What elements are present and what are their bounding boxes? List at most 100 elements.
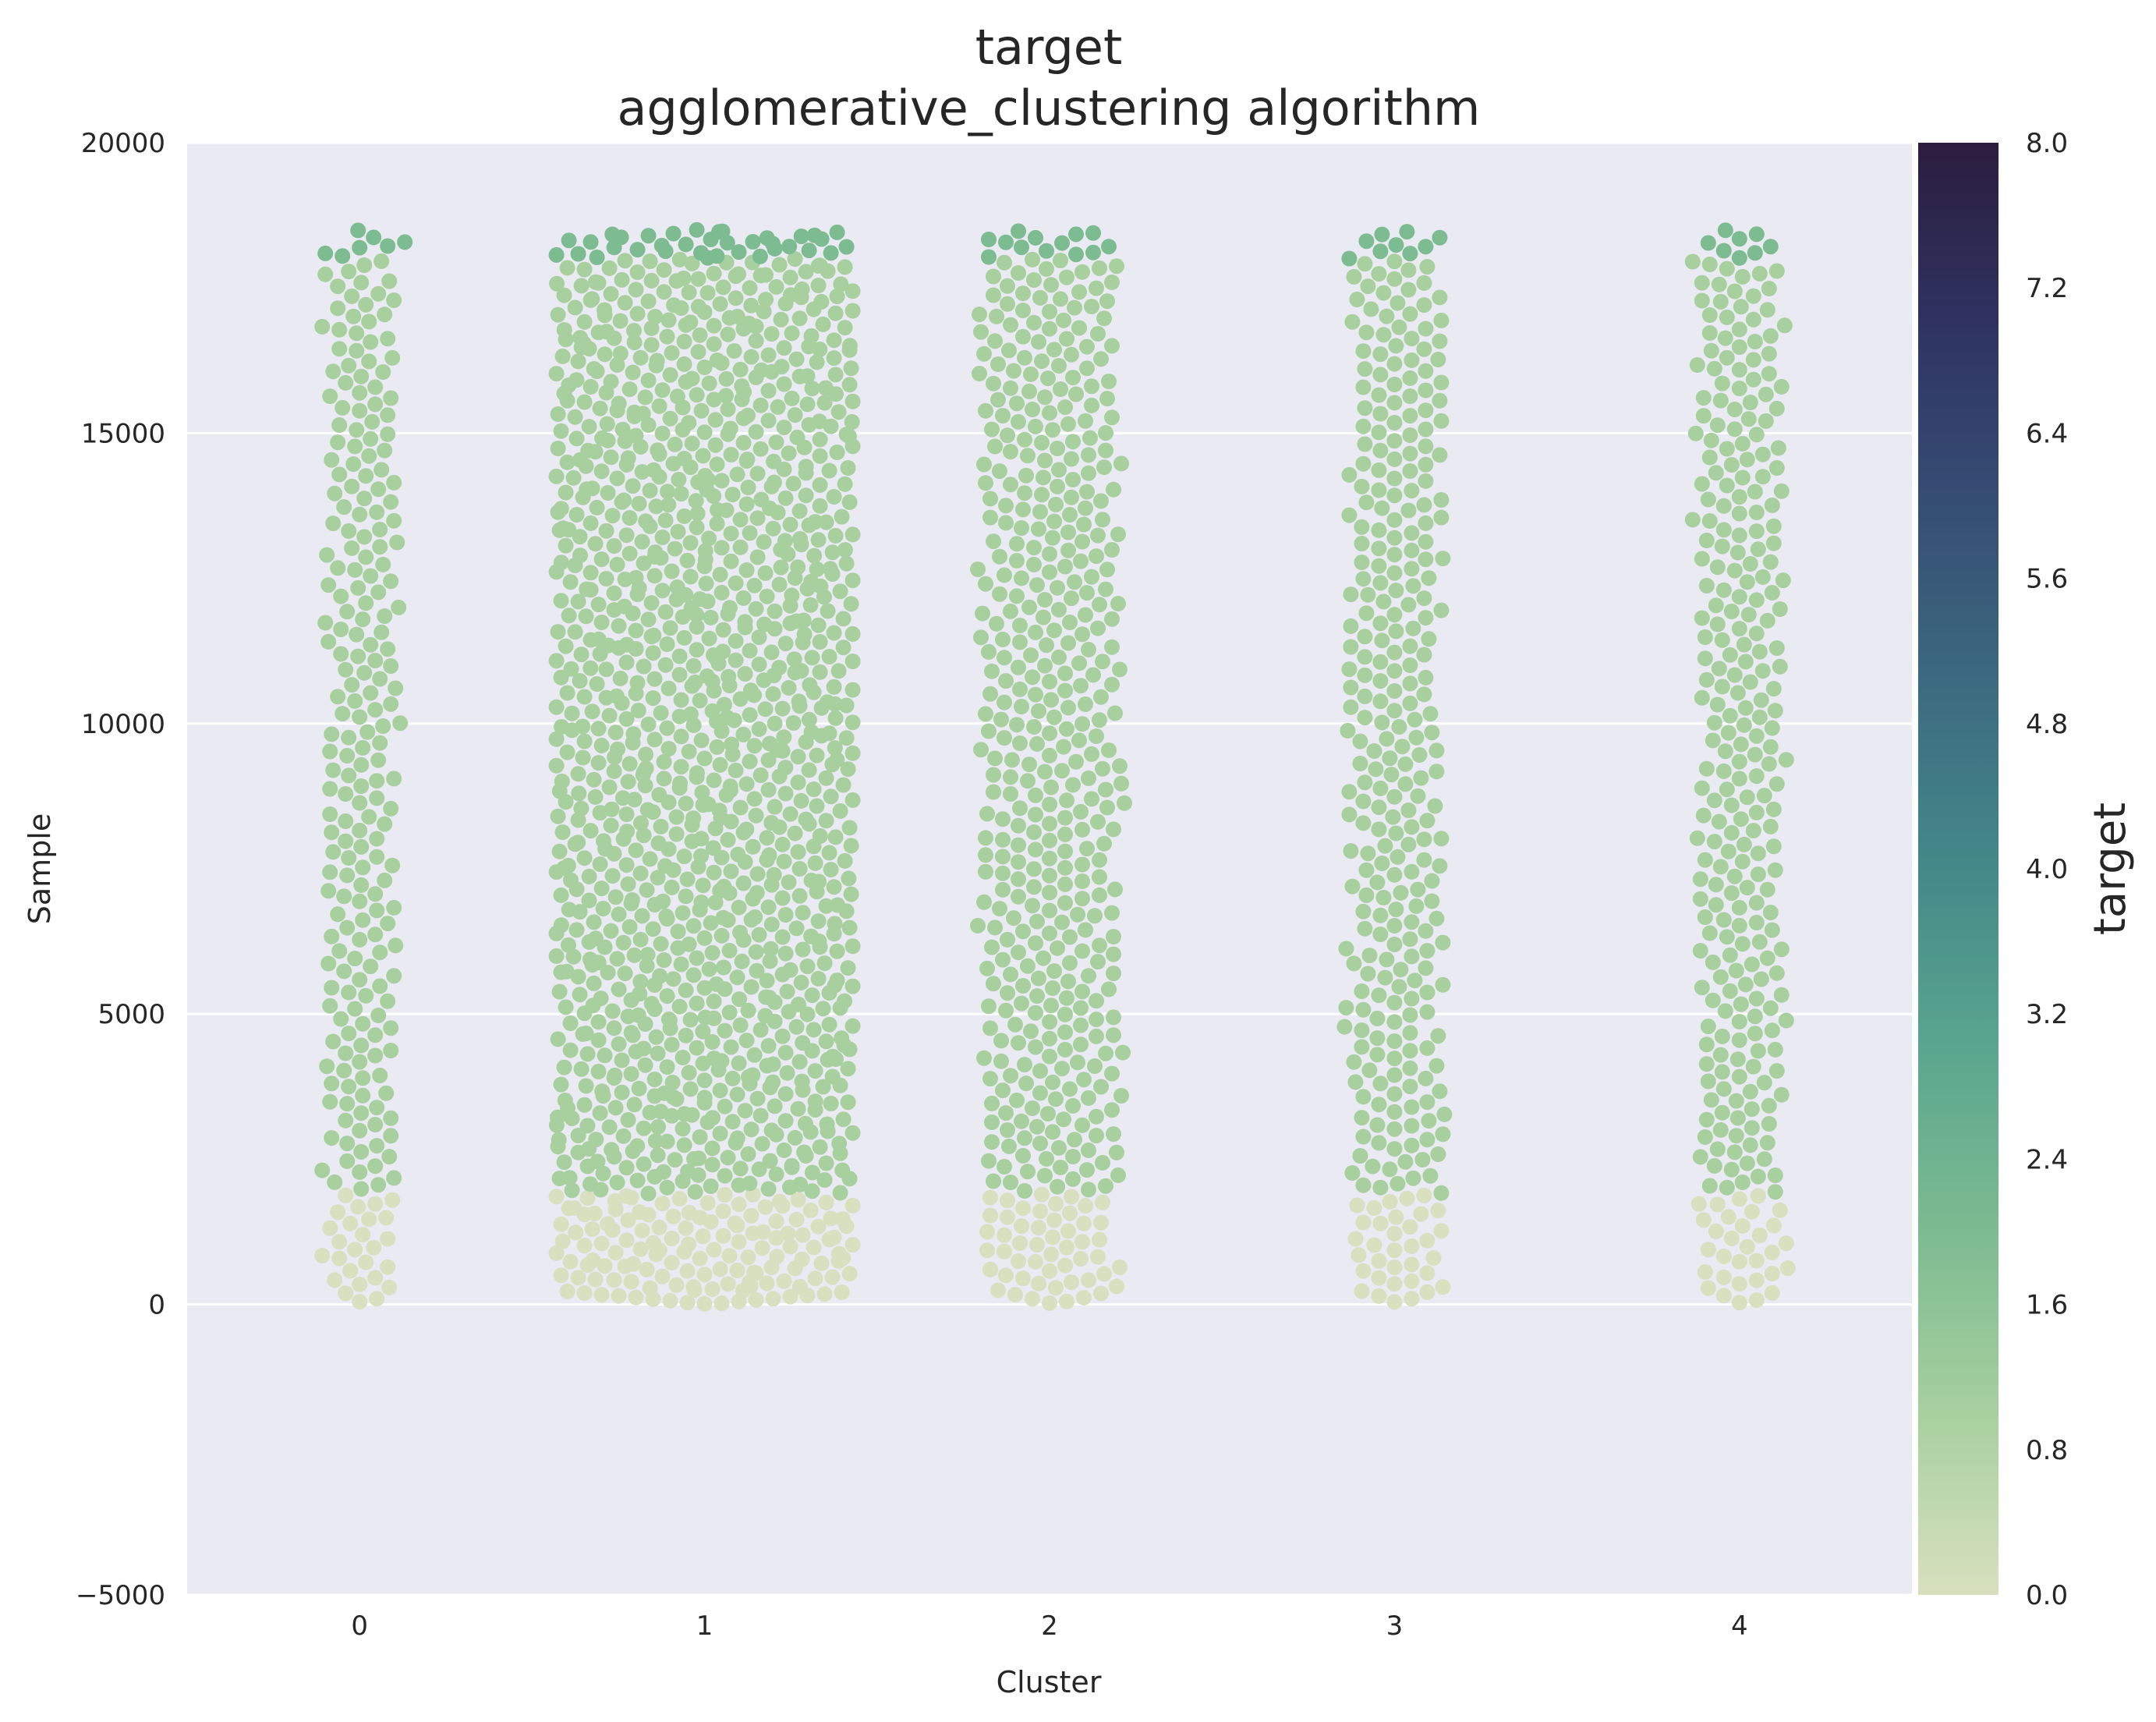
data-point bbox=[773, 311, 789, 328]
data-point bbox=[1684, 253, 1701, 270]
data-point bbox=[1081, 1090, 1096, 1106]
data-point bbox=[609, 951, 625, 967]
data-point bbox=[1402, 1219, 1418, 1235]
data-point bbox=[674, 905, 691, 921]
data-point bbox=[548, 699, 565, 715]
data-point bbox=[322, 1220, 338, 1236]
data-point bbox=[1031, 1275, 1046, 1292]
data-point bbox=[1371, 1288, 1387, 1304]
data-point bbox=[1386, 253, 1403, 270]
data-point bbox=[768, 278, 784, 295]
data-point bbox=[1432, 1083, 1448, 1100]
data-point bbox=[749, 549, 766, 565]
data-point bbox=[634, 1222, 650, 1238]
data-point bbox=[338, 661, 354, 678]
data-point bbox=[1341, 507, 1358, 523]
data-point bbox=[1744, 1203, 1760, 1220]
data-point bbox=[1113, 455, 1129, 472]
data-point bbox=[1045, 422, 1060, 438]
data-point bbox=[1014, 995, 1029, 1012]
data-point bbox=[678, 888, 694, 905]
data-point bbox=[1079, 360, 1095, 377]
data-point bbox=[623, 1066, 639, 1082]
data-point bbox=[372, 978, 388, 994]
data-point bbox=[584, 703, 600, 720]
data-point bbox=[832, 803, 848, 819]
data-point bbox=[729, 969, 745, 986]
data-point bbox=[1375, 285, 1392, 301]
data-point bbox=[1386, 1086, 1403, 1102]
data-point bbox=[689, 618, 705, 635]
data-point bbox=[1773, 378, 1790, 395]
data-point bbox=[1018, 1075, 1034, 1092]
data-point bbox=[1705, 732, 1721, 749]
data-point bbox=[823, 862, 839, 878]
data-point bbox=[1692, 871, 1708, 888]
data-point bbox=[1768, 776, 1785, 792]
data-point bbox=[1745, 823, 1761, 838]
data-point bbox=[1037, 764, 1053, 780]
data-point bbox=[1026, 879, 1042, 895]
data-point bbox=[1344, 878, 1361, 895]
data-point bbox=[766, 474, 782, 491]
data-point bbox=[729, 1130, 745, 1146]
data-point bbox=[815, 1001, 831, 1017]
data-point bbox=[642, 1280, 658, 1296]
data-point bbox=[1347, 1231, 1364, 1247]
data-point bbox=[1726, 667, 1743, 683]
data-point bbox=[820, 694, 835, 710]
data-point bbox=[352, 893, 368, 909]
data-point bbox=[1399, 1190, 1415, 1206]
data-point bbox=[1400, 502, 1417, 519]
data-point bbox=[1098, 581, 1113, 597]
data-point bbox=[682, 1081, 699, 1097]
data-point bbox=[1065, 370, 1081, 386]
data-point bbox=[568, 372, 585, 388]
data-point bbox=[1089, 1108, 1104, 1125]
data-point bbox=[646, 1235, 662, 1251]
data-point bbox=[696, 750, 713, 767]
data-point bbox=[781, 445, 797, 462]
data-point bbox=[1003, 1175, 1018, 1190]
data-point bbox=[1379, 731, 1395, 747]
data-point bbox=[978, 706, 993, 722]
data-point bbox=[645, 645, 661, 661]
data-point bbox=[1731, 339, 1747, 355]
data-point bbox=[1404, 819, 1420, 835]
data-point bbox=[721, 942, 738, 958]
data-point bbox=[358, 549, 374, 565]
data-point bbox=[367, 379, 384, 395]
data-point bbox=[347, 438, 363, 455]
data-point bbox=[1349, 1197, 1365, 1214]
data-point bbox=[976, 456, 992, 473]
data-point bbox=[358, 468, 374, 484]
data-point bbox=[1698, 671, 1715, 688]
data-point bbox=[621, 756, 638, 772]
data-point bbox=[319, 1058, 335, 1075]
data-point bbox=[788, 351, 805, 367]
data-point bbox=[1410, 788, 1426, 804]
data-point bbox=[1726, 868, 1743, 884]
data-point bbox=[1015, 285, 1031, 302]
data-point bbox=[1767, 1167, 1783, 1183]
data-point bbox=[565, 948, 582, 965]
data-point bbox=[576, 314, 593, 330]
data-point bbox=[1695, 1212, 1712, 1228]
data-point bbox=[1694, 476, 1710, 492]
data-point bbox=[1433, 312, 1450, 328]
colorbar-tick-label: 2.4 bbox=[2026, 1144, 2068, 1175]
data-point bbox=[1744, 1101, 1760, 1118]
data-point bbox=[1723, 824, 1740, 841]
data-point bbox=[769, 1249, 785, 1265]
data-point bbox=[801, 711, 817, 728]
data-point bbox=[344, 478, 360, 494]
data-point bbox=[317, 615, 334, 631]
data-point bbox=[973, 629, 989, 646]
data-point bbox=[1092, 260, 1107, 276]
data-point bbox=[553, 423, 569, 439]
data-point bbox=[1009, 1092, 1025, 1108]
data-point bbox=[1734, 1175, 1751, 1190]
data-point bbox=[811, 413, 827, 430]
data-point bbox=[1748, 625, 1765, 642]
data-point bbox=[803, 573, 820, 590]
